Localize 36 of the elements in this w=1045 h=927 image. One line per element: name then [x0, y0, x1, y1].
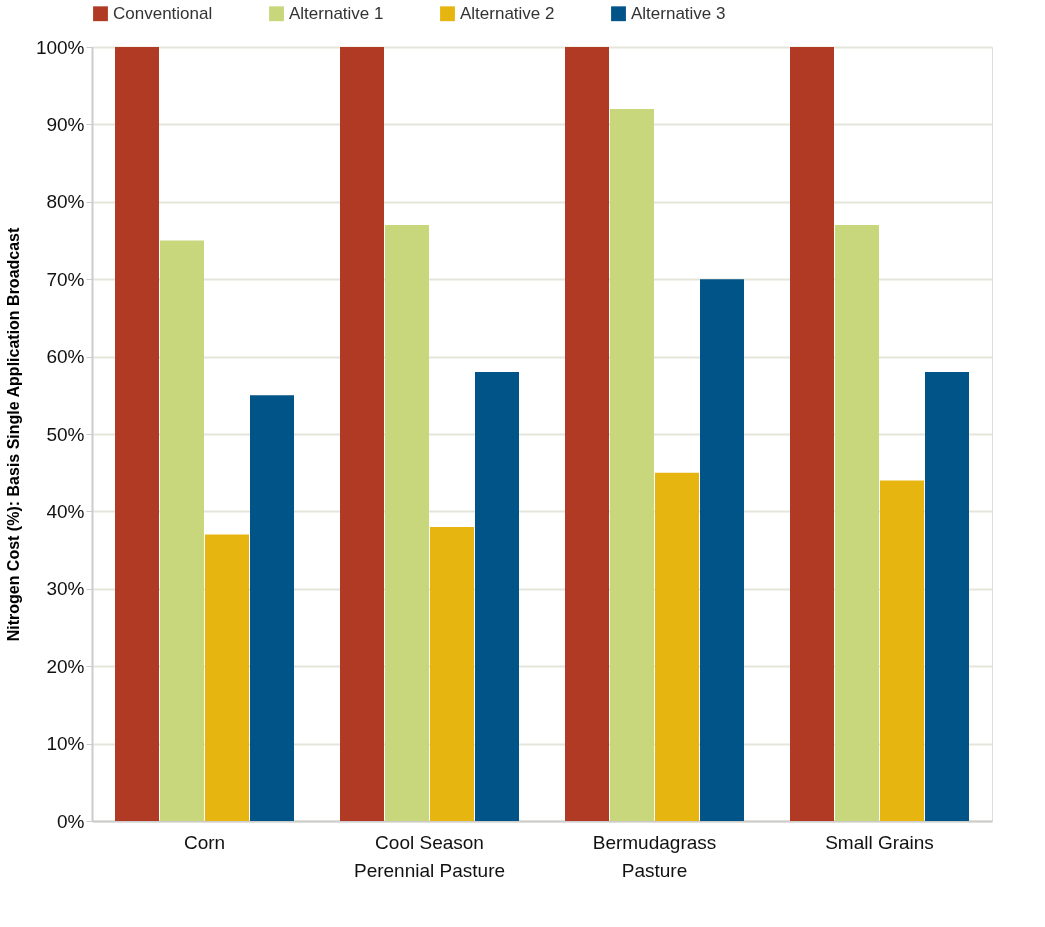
y-tick-label: 50%: [46, 423, 85, 445]
bar: [205, 534, 249, 821]
bar: [655, 472, 699, 821]
legend-label: Alternative 1: [289, 3, 384, 23]
legend-label: Alternative 3: [631, 3, 726, 23]
y-tick-label: 0%: [57, 810, 85, 832]
y-tick-label: 40%: [46, 500, 85, 522]
bar: [160, 240, 204, 821]
y-tick-label: 90%: [46, 113, 85, 135]
x-tick-label: Small Grains: [825, 831, 934, 853]
bar: [115, 47, 159, 821]
bar: [565, 47, 609, 821]
bar: [430, 526, 474, 821]
bar: [340, 47, 384, 821]
bar: [700, 279, 744, 821]
legend-label: Conventional: [113, 3, 213, 23]
y-tick-label: 10%: [46, 733, 85, 755]
bar: [610, 108, 654, 821]
y-tick-label: 80%: [46, 191, 85, 213]
x-tick-label: Corn: [183, 831, 226, 853]
y-tick-label: 20%: [46, 655, 85, 677]
bar: [790, 47, 834, 821]
legend-label: Alternative 2: [460, 3, 555, 23]
y-tick-label: 60%: [46, 346, 85, 368]
y-tick-label: 70%: [46, 268, 85, 290]
bar: [925, 372, 969, 821]
x-tick-label: Cool Season Perennial Pasture: [353, 831, 506, 881]
bar: [880, 480, 924, 821]
x-tick-label: Bermudagrass Pasture: [592, 831, 717, 881]
bar: [250, 395, 294, 821]
y-tick-label: 100%: [35, 36, 85, 58]
bar: [835, 225, 879, 821]
y-tick-label: 30%: [46, 578, 85, 600]
bar: [385, 225, 429, 821]
y-axis-title: Nitrogen Cost (%): Basis Single Application Broadcast: [4, 226, 22, 642]
bar: [475, 372, 519, 821]
